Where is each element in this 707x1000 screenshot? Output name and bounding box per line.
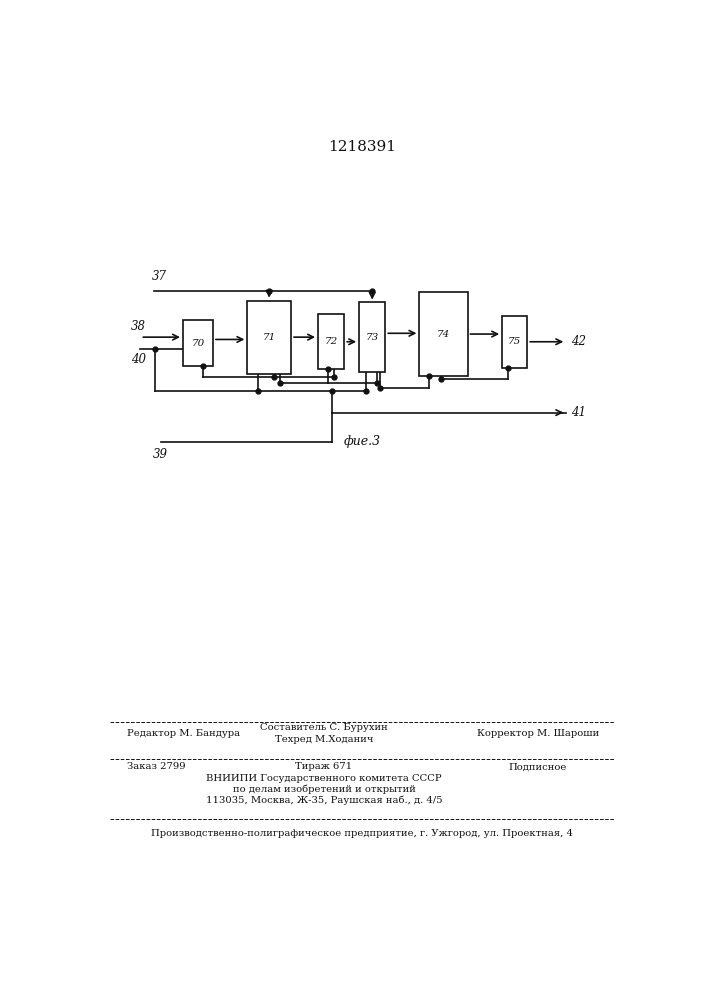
Bar (183, 320, 213, 366)
Text: 1218391: 1218391 (328, 140, 397, 154)
Text: 74: 74 (437, 330, 450, 339)
Text: 70: 70 (192, 339, 204, 348)
Text: 72: 72 (325, 337, 338, 346)
Text: 73: 73 (366, 333, 379, 342)
Text: Подписное: Подписное (508, 762, 567, 771)
Bar (247, 301, 291, 374)
Text: Техред М.Ходанич: Техред М.Ходанич (275, 735, 373, 744)
Text: 113035, Москва, Ж-35, Раушская наб., д. 4/5: 113035, Москва, Ж-35, Раушская наб., д. … (206, 795, 443, 805)
Text: по делам изобретений и открытий: по делам изобретений и открытий (233, 784, 416, 794)
Text: 38: 38 (131, 320, 146, 333)
Bar (419, 292, 467, 376)
Text: 39: 39 (153, 448, 168, 461)
Text: Корректор М. Шароши: Корректор М. Шароши (477, 729, 599, 738)
Text: Заказ 2799: Заказ 2799 (127, 762, 185, 771)
Bar (502, 316, 527, 368)
Text: фие.3: фие.3 (344, 435, 381, 448)
Text: 41: 41 (571, 406, 585, 419)
Text: 37: 37 (151, 270, 166, 283)
Text: 42: 42 (571, 335, 585, 348)
Text: Редактор М. Бандура: Редактор М. Бандура (127, 729, 240, 738)
Text: 75: 75 (508, 337, 521, 346)
Text: Тираж 671: Тираж 671 (296, 762, 353, 771)
Text: Составитель С. Бурухин: Составитель С. Бурухин (260, 723, 388, 732)
Text: ВНИИПИ Государственного комитета СССР: ВНИИПИ Государственного комитета СССР (206, 774, 442, 783)
Bar (318, 314, 344, 369)
Text: 71: 71 (262, 333, 276, 342)
Text: Производственно-полиграфическое предприятие, г. Ужгород, ул. Проектная, 4: Производственно-полиграфическое предприя… (151, 829, 573, 838)
Bar (359, 302, 385, 372)
Text: 40: 40 (131, 353, 146, 366)
